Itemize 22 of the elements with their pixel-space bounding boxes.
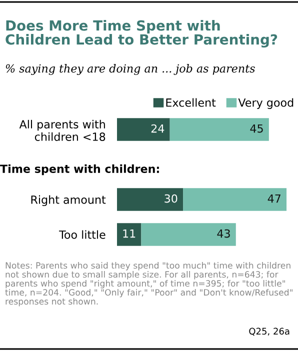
chart-subtitle: % saying they are doing an ... job as parents [6,64,255,75]
data-label: 11 [123,229,136,238]
bar [183,188,287,211]
data-label: 47 [268,194,280,203]
text: Q25, 26a [249,328,290,336]
chart-title: Does More Time Spent with Children Lead to Better Parenting? [6,20,278,48]
bar [170,118,269,141]
y-tick-label: Right amount [31,195,106,206]
legend-label: Very good [238,98,294,109]
bar [117,118,170,141]
data-label: 43 [217,229,230,238]
bar [117,223,142,246]
data-label: 45 [250,124,263,133]
data-label: 24 [151,124,164,133]
legend-label: Excellent [166,98,216,107]
data-label: 30 [164,194,178,203]
text: Notes: Parents who said they spend "too much" time with children not shown due to small sample size. For all parents, n=643; for parents who spend "right amount," of time n=395; for "too little" time, n=204. "Good," "Only fair," "Poor" and "Don't know/Refused" responses not shown. [5,262,292,306]
y-tick-label: Too little [59,230,106,239]
y-tick-label: All parents with children <18 [19,120,106,141]
bar [117,188,184,211]
bar [141,223,236,246]
annotation: Time spent with children: [0,164,159,176]
